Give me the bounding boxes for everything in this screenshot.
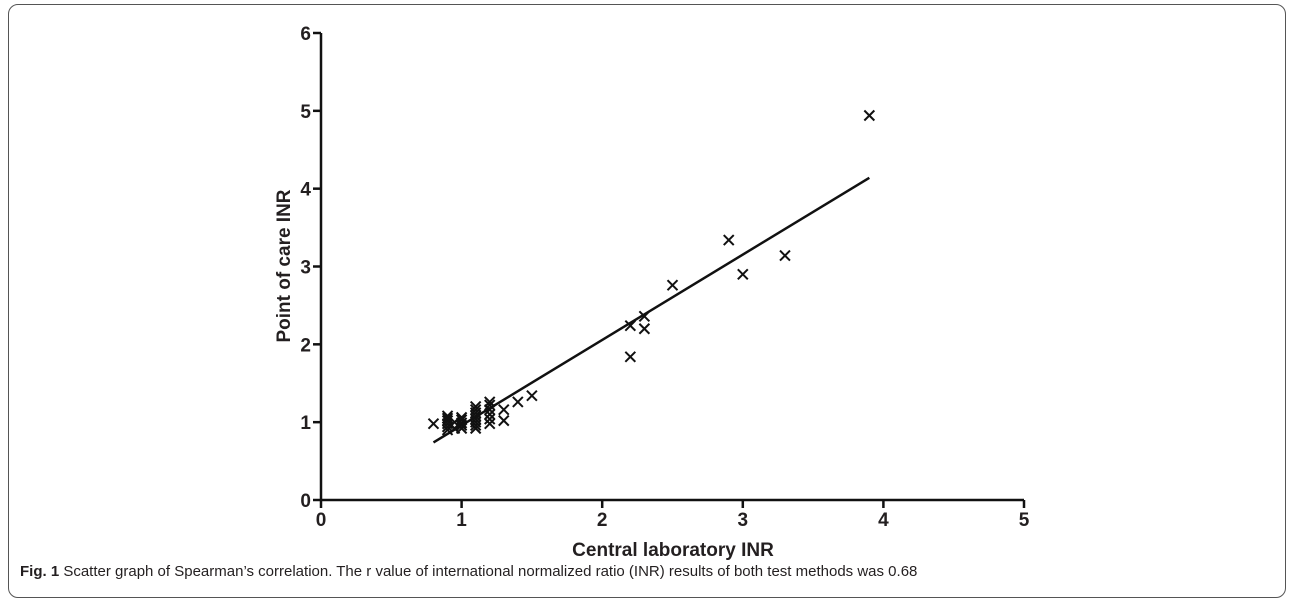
y-tick-label: 1 bbox=[300, 413, 311, 434]
data-point bbox=[455, 414, 468, 426]
figure-caption: Fig. 1 Scatter graph of Spearman’s corre… bbox=[20, 563, 917, 580]
data-point bbox=[737, 268, 749, 280]
x-tick-label: 0 bbox=[316, 510, 327, 531]
x-tick-label: 3 bbox=[738, 510, 749, 531]
x-tick-label: 2 bbox=[597, 510, 608, 531]
data-point bbox=[455, 411, 468, 424]
data-point bbox=[427, 418, 440, 430]
caption-text: Scatter graph of Spearman’s correlation.… bbox=[59, 563, 918, 580]
data-point bbox=[666, 279, 679, 291]
data-point bbox=[723, 234, 735, 246]
data-point bbox=[526, 389, 538, 402]
y-tick-label: 6 bbox=[300, 24, 311, 45]
data-point bbox=[469, 404, 482, 416]
y-axis: 0 1 2 3 4 5 6 bbox=[300, 24, 323, 512]
data-point bbox=[512, 396, 524, 408]
y-tick-label: 2 bbox=[300, 335, 311, 356]
data-point bbox=[624, 351, 637, 363]
fit-line bbox=[432, 176, 870, 444]
x-tick-label: 5 bbox=[1019, 510, 1030, 531]
x-axis-label: Central laboratory INR bbox=[572, 540, 774, 560]
data-point bbox=[484, 413, 496, 425]
data-points bbox=[427, 109, 876, 436]
fit-line-group bbox=[432, 176, 870, 444]
caption-label: Fig. 1 bbox=[20, 563, 60, 580]
data-point bbox=[484, 396, 496, 408]
data-point bbox=[624, 319, 637, 332]
data-point bbox=[484, 418, 496, 430]
y-axis-label: Point of care INR bbox=[274, 189, 295, 342]
data-point bbox=[498, 404, 510, 416]
figure-frame bbox=[8, 4, 1286, 598]
x-tick-label: 4 bbox=[878, 510, 889, 531]
data-point bbox=[484, 399, 496, 411]
data-point bbox=[638, 323, 651, 335]
x-tick-label: 1 bbox=[456, 510, 467, 531]
y-tick-label: 0 bbox=[300, 491, 311, 512]
data-point bbox=[484, 408, 496, 421]
data-point bbox=[498, 414, 510, 427]
data-point bbox=[469, 400, 482, 413]
y-tick-label: 5 bbox=[300, 102, 311, 123]
data-point bbox=[638, 310, 651, 323]
data-point bbox=[441, 412, 454, 424]
data-point bbox=[863, 109, 876, 122]
data-point bbox=[779, 249, 791, 262]
scatter-chart: 0 1 2 3 4 5 6 0 1 2 3 4 5 Central laboratory INR Po… bbox=[274, 24, 1030, 560]
y-tick-label: 4 bbox=[300, 180, 311, 201]
x-axis: 0 1 2 3 4 5 bbox=[316, 498, 1030, 531]
y-tick-label: 3 bbox=[300, 258, 311, 279]
